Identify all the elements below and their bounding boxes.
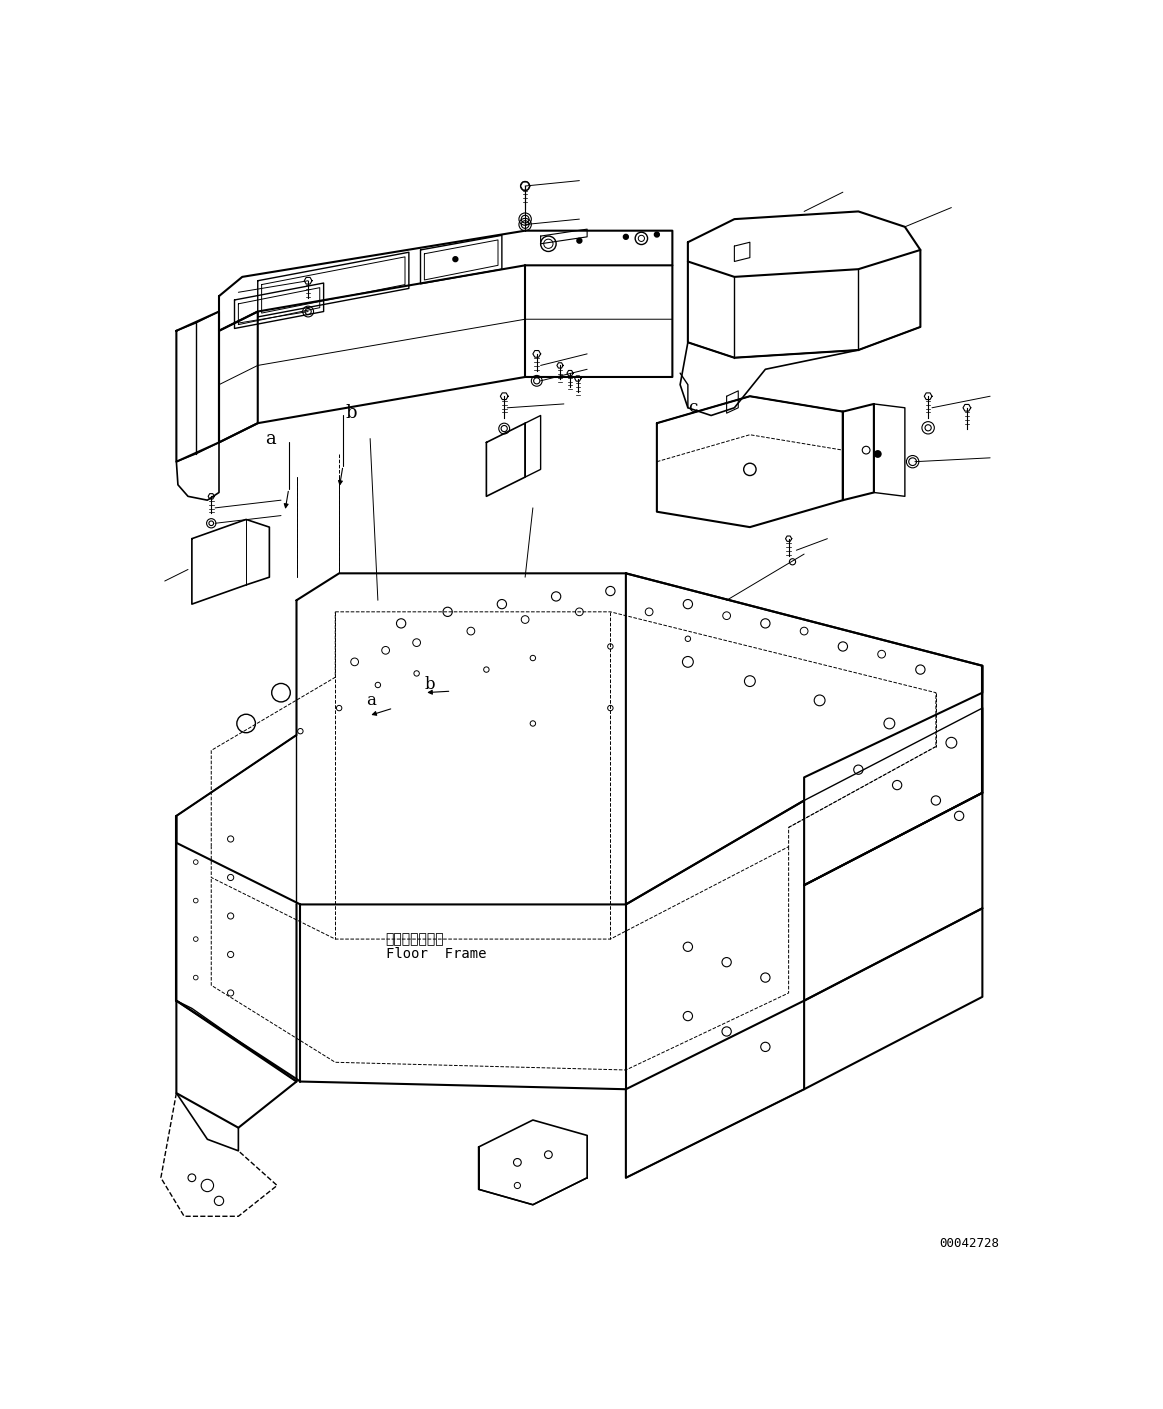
Text: フロアフレーム: フロアフレーム: [386, 933, 444, 945]
Text: a: a: [265, 430, 277, 448]
Circle shape: [875, 451, 880, 457]
Circle shape: [623, 234, 628, 240]
Circle shape: [454, 256, 458, 262]
Text: c: c: [687, 399, 698, 416]
Circle shape: [655, 232, 659, 237]
Text: Floor  Frame: Floor Frame: [386, 947, 486, 961]
Text: b: b: [424, 676, 435, 693]
Text: b: b: [345, 404, 357, 423]
Text: 00042728: 00042728: [940, 1237, 1000, 1250]
Text: a: a: [366, 692, 376, 709]
Circle shape: [577, 238, 582, 242]
